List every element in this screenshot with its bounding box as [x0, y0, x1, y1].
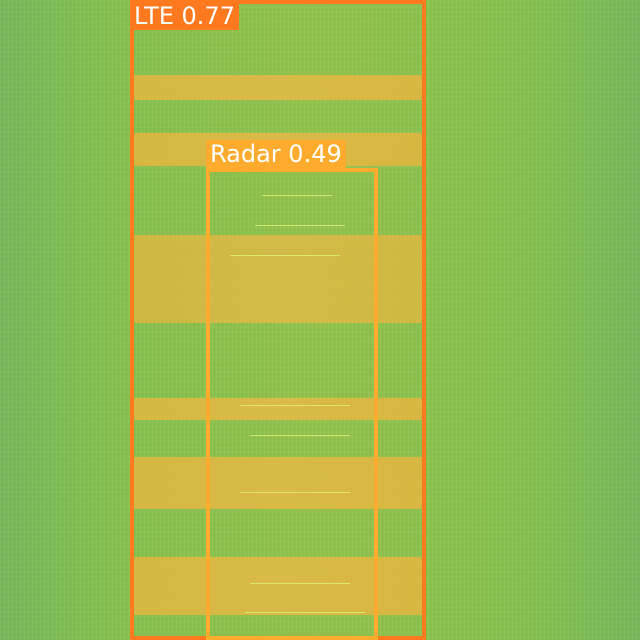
signal-streak — [230, 255, 340, 256]
signal-streak — [255, 225, 345, 226]
lte-detection-label: LTE 0.77 — [130, 2, 239, 30]
radar-detection-label: Radar 0.49 — [206, 140, 346, 168]
signal-streak — [240, 405, 350, 406]
radar-detection-box — [206, 168, 378, 640]
signal-streak — [262, 195, 332, 196]
signal-band — [132, 75, 424, 100]
signal-streak — [250, 435, 350, 436]
signal-streak — [240, 492, 350, 493]
signal-streak — [245, 612, 365, 613]
signal-band — [132, 398, 424, 420]
signal-streak — [250, 583, 350, 584]
